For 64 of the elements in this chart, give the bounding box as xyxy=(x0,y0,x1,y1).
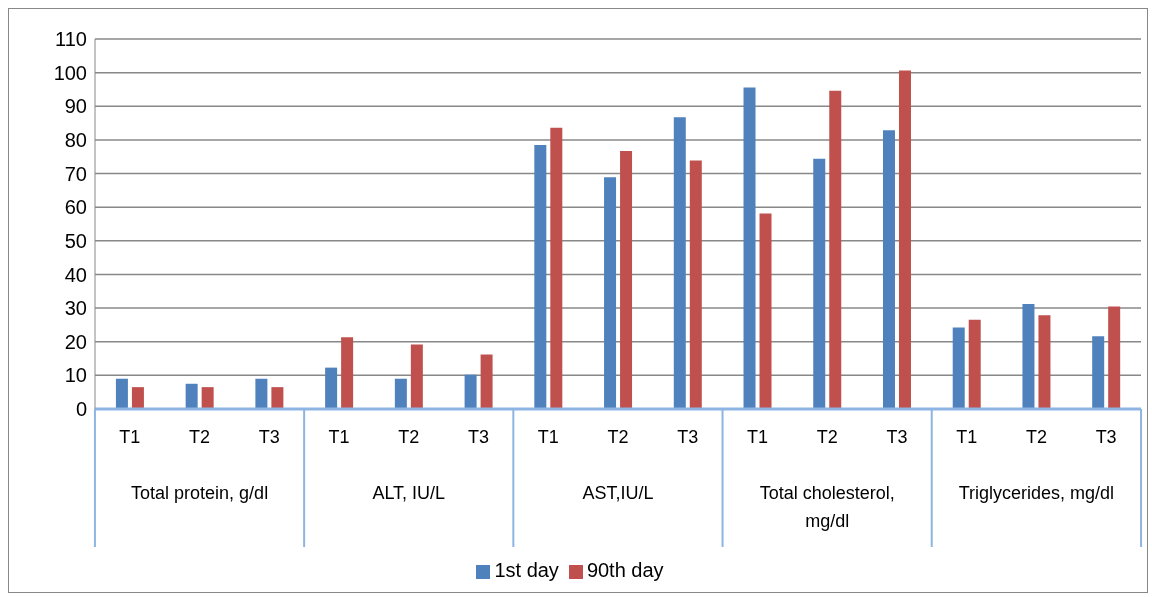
bar xyxy=(1022,304,1035,409)
x-tick-label: T2 xyxy=(398,427,420,447)
bar xyxy=(882,130,895,409)
x-tick-label: T1 xyxy=(956,427,978,447)
x-tick-label: T1 xyxy=(328,427,350,447)
bar xyxy=(1092,336,1105,409)
bar xyxy=(604,177,617,409)
x-tick-label: T3 xyxy=(468,427,490,447)
text: AST,IU/L xyxy=(582,483,654,503)
x-tick-label: T3 xyxy=(677,427,699,447)
bar xyxy=(534,144,547,409)
x-tick-label: T1 xyxy=(537,427,559,447)
bar xyxy=(201,387,214,409)
x-tick-label: T2 xyxy=(816,427,838,447)
bar xyxy=(255,378,268,409)
bar xyxy=(115,378,128,409)
bar xyxy=(968,319,981,409)
x-tick-label: T3 xyxy=(258,427,280,447)
bar xyxy=(689,160,702,409)
y-tick-label: 100 xyxy=(53,61,87,84)
y-tick-label: 70 xyxy=(64,162,87,185)
y-tick-label: 10 xyxy=(64,364,87,387)
bar xyxy=(185,383,198,409)
bar xyxy=(550,127,563,409)
bar xyxy=(131,387,144,409)
y-tick-label: 30 xyxy=(64,297,87,320)
bar xyxy=(620,151,633,409)
x-tick-label: T1 xyxy=(119,427,141,447)
y-tick-label: 80 xyxy=(64,129,87,152)
text: Total protein, g/dl xyxy=(131,483,269,503)
x-tick-label: T2 xyxy=(607,427,629,447)
y-tick-label: 60 xyxy=(64,196,87,219)
y-tick-label: 110 xyxy=(55,28,87,51)
text: Triglycerides, mg/dl xyxy=(958,483,1115,503)
y-tick-label: 40 xyxy=(64,263,87,286)
bar xyxy=(271,387,284,409)
x-tick-label: T2 xyxy=(189,427,211,447)
bar xyxy=(325,367,338,409)
bar xyxy=(394,378,407,409)
bar xyxy=(480,354,493,409)
bar xyxy=(813,158,826,409)
y-tick-label: 90 xyxy=(64,95,87,118)
bar xyxy=(952,327,965,409)
y-tick-label: 0 xyxy=(75,398,87,421)
x-tick-label: T3 xyxy=(1095,427,1117,447)
x-tick-label: T3 xyxy=(886,427,908,447)
bar xyxy=(341,337,354,409)
text: ALT, IU/L xyxy=(372,483,446,503)
bar xyxy=(464,374,477,409)
bar xyxy=(410,344,423,409)
bar xyxy=(759,213,772,409)
text: Total cholesterol, mg/dl xyxy=(759,483,895,531)
legend-label: 1st day xyxy=(494,559,559,581)
bar xyxy=(829,90,842,409)
legend-label: 90th day xyxy=(586,559,664,581)
bar xyxy=(1038,315,1051,409)
y-tick-label: 50 xyxy=(64,229,87,252)
x-tick-label: T1 xyxy=(746,427,768,447)
bar xyxy=(743,87,756,409)
bar xyxy=(898,70,911,409)
y-tick-label: 20 xyxy=(64,330,87,353)
bar xyxy=(1108,306,1121,409)
bar xyxy=(673,117,686,409)
x-tick-label: T2 xyxy=(1025,427,1047,447)
